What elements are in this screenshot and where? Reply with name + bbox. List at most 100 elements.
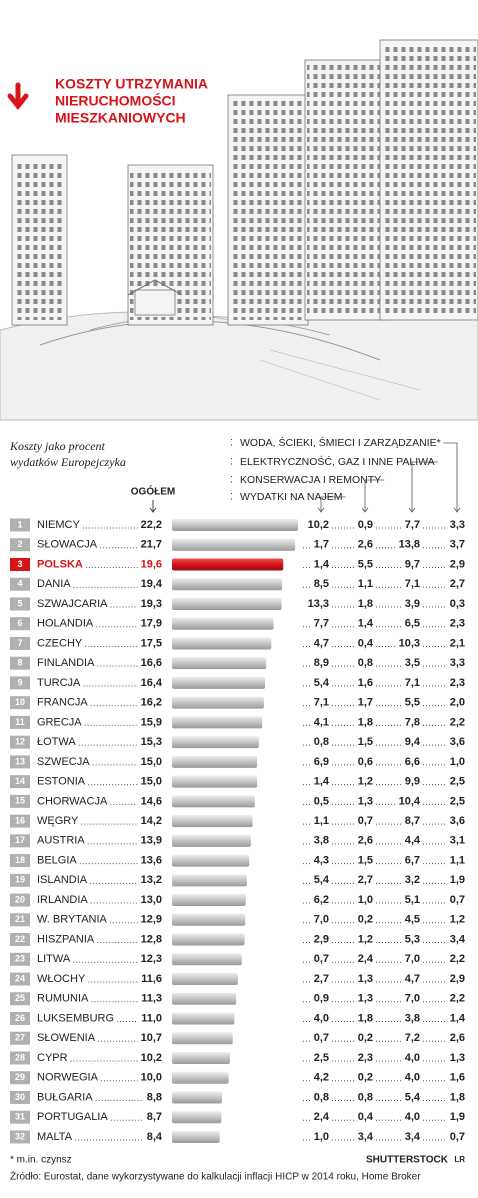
component-value: 1,3 [358, 993, 373, 1005]
total-value: 13,9 [141, 835, 162, 847]
bar [172, 755, 258, 768]
bar [172, 933, 245, 946]
country-name: HOLANDIA [37, 618, 94, 630]
rank: 29 [15, 1072, 25, 1082]
country-name: ISLANDIA [37, 874, 88, 886]
component-value: 3,7 [450, 539, 465, 551]
component-value: 1,2 [450, 914, 465, 926]
rank: 15 [15, 796, 25, 806]
rank-box [10, 873, 30, 887]
total-value: 12,9 [141, 914, 162, 926]
total-value: 8,4 [147, 1131, 163, 1143]
component-value: 10,2 [308, 519, 329, 531]
rank-box [10, 952, 30, 966]
rank: 1 [17, 519, 22, 529]
component-value: 3,4 [405, 1131, 421, 1143]
rank-box [10, 1012, 30, 1025]
component-value: 4,7 [314, 637, 329, 649]
component-value: 3,5 [405, 657, 420, 669]
component-value: 1,8 [358, 1012, 373, 1024]
country-name: FINLANDIA [37, 657, 95, 669]
rank: 21 [15, 914, 25, 924]
rank-box [10, 518, 30, 532]
component-value: 4,5 [405, 914, 420, 926]
component-value: 2,3 [450, 618, 465, 630]
component-value: 7,0 [405, 993, 420, 1005]
component-value: 2,4 [358, 953, 374, 965]
total-value: 19,6 [141, 558, 162, 570]
bar [172, 657, 267, 670]
total-value: 11,0 [141, 1012, 162, 1024]
bar [172, 992, 237, 1005]
component-value: 2,9 [450, 973, 465, 985]
bar [172, 894, 246, 907]
rank: 8 [17, 658, 22, 668]
rank: 6 [17, 618, 22, 628]
total-value: 10,2 [141, 1052, 162, 1064]
component-value: 1,9 [450, 1111, 465, 1123]
component-value: 3,6 [450, 736, 465, 748]
country-name: NORWEGIA [37, 1072, 99, 1084]
bar [172, 578, 283, 591]
component-value: 4,0 [314, 1012, 329, 1024]
component-value: 7,1 [405, 677, 420, 689]
rank: 28 [15, 1052, 25, 1062]
component-value: 0,7 [314, 1032, 329, 1044]
total-value: 16,4 [141, 677, 163, 689]
country-name: IRLANDIA [37, 894, 88, 906]
rank: 26 [15, 1013, 25, 1023]
bar [172, 834, 251, 847]
bar [172, 874, 247, 887]
component-value: 4,4 [405, 835, 421, 847]
component-value: 0,2 [358, 1032, 373, 1044]
bar [172, 736, 259, 749]
component-value: 1,9 [450, 874, 465, 886]
bar [172, 676, 266, 689]
rank: 25 [15, 993, 25, 1003]
component-value: 3,8 [314, 835, 329, 847]
total-value: 14,6 [141, 795, 162, 807]
bar [172, 1051, 230, 1064]
component-value: 2,0 [450, 697, 465, 709]
component-value: 0,8 [358, 1091, 373, 1103]
component-value: 6,5 [405, 618, 420, 630]
country-name: BUŁGARIA [37, 1091, 93, 1103]
rank-box [10, 1071, 30, 1085]
component-value: 5,4 [314, 677, 330, 689]
header-arrow [149, 500, 157, 513]
rank: 3 [17, 559, 22, 569]
country-name: ŁOTWA [37, 736, 76, 748]
rank-box [10, 1130, 30, 1144]
rank: 18 [15, 855, 25, 865]
total-value: 12,3 [141, 953, 162, 965]
component-value: 10,4 [399, 795, 421, 807]
rank-box [10, 794, 30, 808]
total-header: OGÓŁEM [131, 485, 175, 498]
total-value: 15,0 [141, 776, 162, 788]
component-value: 0,4 [358, 1111, 374, 1123]
component-value: 1,3 [358, 795, 373, 807]
country-name: LITWA [37, 953, 71, 965]
component-value: 3,4 [450, 933, 466, 945]
component-value: 5,4 [314, 874, 330, 886]
component-value: 7,0 [405, 953, 420, 965]
rank: 20 [15, 894, 25, 904]
component-value: 4,0 [405, 1052, 420, 1064]
country-name: AUSTRIA [37, 835, 85, 847]
component-value: 2,1 [450, 637, 465, 649]
legend-label: WYDATKI NA NAJEM [240, 491, 342, 503]
bar [172, 815, 253, 828]
rank-box [10, 854, 30, 868]
bar [172, 1111, 222, 1124]
component-value: 2,4 [314, 1111, 330, 1123]
legend-connector [317, 496, 346, 513]
total-value: 11,3 [141, 993, 162, 1005]
component-value: 1,8 [358, 716, 373, 728]
component-value: 9,4 [405, 736, 421, 748]
component-value: 1,8 [450, 1091, 465, 1103]
total-value: 19,3 [141, 598, 162, 610]
component-value: 2,6 [358, 539, 373, 551]
country-name: CYPR [37, 1052, 68, 1064]
country-name: WĘGRY [37, 815, 79, 827]
